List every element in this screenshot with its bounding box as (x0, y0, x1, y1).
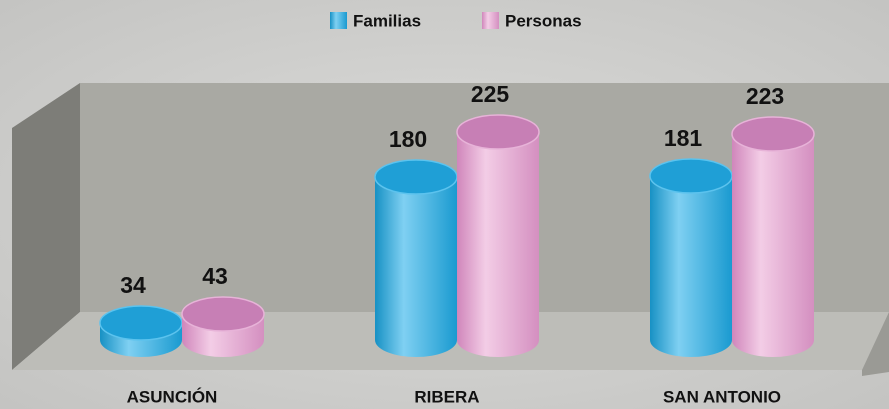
bar-body (732, 134, 814, 357)
bar-top (456, 114, 540, 150)
data-label: 34 (120, 272, 146, 298)
x-tick-label: ASUNCIÓN (127, 387, 218, 406)
side-wall (12, 83, 80, 370)
plot: 34 43 ASUNCIÓN 180 225 RIBERA 181 223 SAN ANTONI… (99, 81, 815, 406)
data-label: 180 (389, 126, 427, 152)
legend-label: Personas (505, 11, 582, 30)
bar-top (181, 296, 265, 332)
bar-top (731, 116, 815, 152)
legend-swatch (330, 12, 347, 29)
data-label: 223 (746, 83, 784, 109)
bar-top (649, 158, 733, 194)
bar-top (99, 305, 183, 341)
floor-edge (862, 312, 889, 376)
bar-body (375, 177, 457, 357)
legend-swatch (482, 12, 499, 29)
data-label: 181 (664, 125, 703, 151)
bar-body (650, 176, 732, 357)
x-tick-label: RIBERA (414, 387, 479, 406)
legend: Familias Personas (330, 11, 582, 30)
bar-top (374, 159, 458, 195)
legend-label: Familias (353, 11, 421, 30)
data-label: 225 (471, 81, 510, 107)
x-tick-label: SAN ANTONIO (663, 387, 781, 406)
data-label: 43 (202, 263, 228, 289)
bar-body (457, 132, 539, 357)
